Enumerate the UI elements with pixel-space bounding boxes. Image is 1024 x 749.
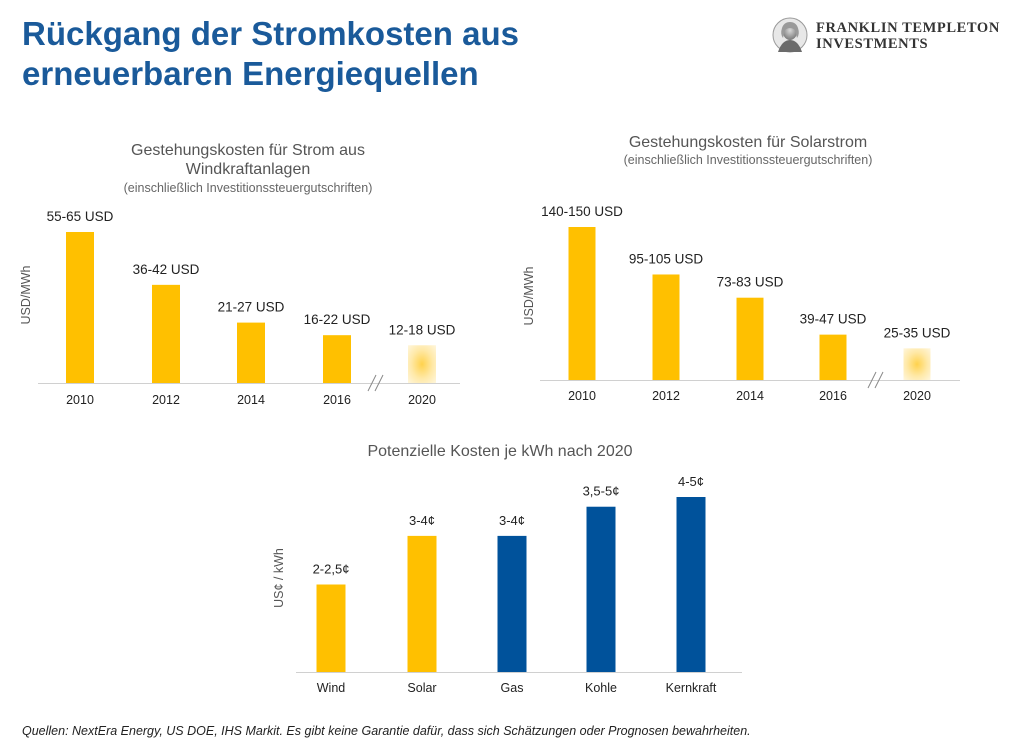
cost-bar-Wind	[316, 584, 346, 672]
solar-axis-break-2	[874, 371, 884, 389]
solar-bar-2014	[736, 297, 764, 380]
solar-y-axis-label: USD/MWh	[522, 266, 536, 325]
cost-data-label-Solar: 3-4¢	[409, 513, 435, 528]
wind-axis-break-1	[367, 374, 377, 392]
franklin-templeton-logo: FRANKLIN TEMPLETON INVESTMENTS	[770, 17, 1010, 54]
wind-tick-label-2010: 2010	[66, 393, 94, 407]
solar-tick-label-2016: 2016	[819, 389, 847, 403]
wind-bar-2010	[66, 232, 94, 383]
solar-chart-subtitle: (einschließlich Investitionssteuergutsch…	[623, 153, 873, 167]
cost-bar-Kernkraft	[676, 497, 706, 672]
wind-bar-2016	[323, 335, 351, 383]
wind-data-label-2020: 12-18 USD	[389, 322, 456, 337]
page-title: Rückgang der Stromkosten aus erneuerbare…	[22, 14, 519, 94]
cost-bar-Gas	[497, 535, 527, 672]
solar-bar-2020	[903, 348, 931, 380]
cost-tick-label-Kernkraft: Kernkraft	[666, 681, 717, 695]
wind-data-label-2010: 55-65 USD	[47, 209, 114, 224]
wind-tick-label-2016: 2016	[323, 393, 351, 407]
solar-data-label-2014: 73-83 USD	[717, 275, 784, 290]
cost-data-label-Kohle: 3,5-5¢	[583, 484, 620, 499]
wind-data-label-2016: 16-22 USD	[304, 312, 371, 327]
page-title-line-1: Rückgang der Stromkosten aus	[22, 15, 519, 52]
solar-bar-2010	[568, 227, 596, 380]
wind-tick-label-2020: 2020	[408, 393, 436, 407]
solar-data-label-2016: 39-47 USD	[800, 312, 867, 327]
solar-tick-label-2020: 2020	[903, 389, 931, 403]
wind-chart-title: Gestehungskosten für Strom aus Windkraft…	[131, 142, 365, 178]
solar-bar-2016	[819, 334, 847, 380]
logo-line-2: INVESTMENTS	[816, 36, 929, 52]
solar-bar-2012	[652, 274, 680, 380]
wind-data-label-2012: 36-42 USD	[133, 262, 200, 277]
source-footnote: Quellen: NextEra Energy, US DOE, IHS Mar…	[22, 724, 751, 738]
cost-tick-label-Wind: Wind	[317, 681, 346, 695]
cost-bar-Kohle	[586, 506, 616, 672]
solar-data-label-2010: 140-150 USD	[541, 204, 623, 219]
solar-data-label-2020: 25-35 USD	[884, 325, 951, 340]
solar-tick-label-2014: 2014	[736, 389, 764, 403]
logo-line-1: FRANKLIN TEMPLETON	[816, 20, 1000, 36]
wind-bar-2014	[237, 322, 265, 383]
wind-axis-break-2	[374, 374, 384, 392]
page-title-line-2: erneuerbaren Energiequellen	[22, 55, 479, 92]
cost-tick-label-Solar: Solar	[407, 681, 436, 695]
wind-tick-label-2014: 2014	[237, 393, 265, 407]
wind-bar-2012	[152, 284, 180, 383]
wind-y-axis-label: USD/MWh	[19, 265, 33, 324]
solar-chart-title: Gestehungskosten für Solarstrom	[628, 134, 868, 151]
cost-y-axis-label: US¢ / kWh	[272, 548, 286, 608]
cost-chart-title: Potenzielle Kosten je kWh nach 2020	[367, 443, 633, 460]
wind-tick-label-2012: 2012	[152, 393, 180, 407]
solar-axis-break-1	[867, 371, 877, 389]
cost-bar-Solar	[407, 535, 437, 672]
cost-tick-label-Kohle: Kohle	[585, 681, 617, 695]
cost-data-label-Gas: 3-4¢	[499, 513, 525, 528]
solar-tick-label-2010: 2010	[568, 389, 596, 403]
wind-data-label-2014: 21-27 USD	[218, 300, 285, 315]
cost-data-label-Kernkraft: 4-5¢	[678, 474, 704, 489]
wind-bar-2020	[408, 345, 436, 383]
solar-data-label-2012: 95-105 USD	[629, 251, 704, 266]
logo-text: FRANKLIN TEMPLETON INVESTMENTS	[816, 20, 1000, 52]
cost-tick-label-Gas: Gas	[501, 681, 524, 695]
solar-tick-label-2012: 2012	[652, 389, 680, 403]
wind-chart-subtitle: (einschließlich Investitionssteuergutsch…	[123, 181, 373, 195]
franklin-portrait-icon	[772, 17, 808, 53]
cost-data-label-Wind: 2-2,5¢	[313, 562, 350, 577]
